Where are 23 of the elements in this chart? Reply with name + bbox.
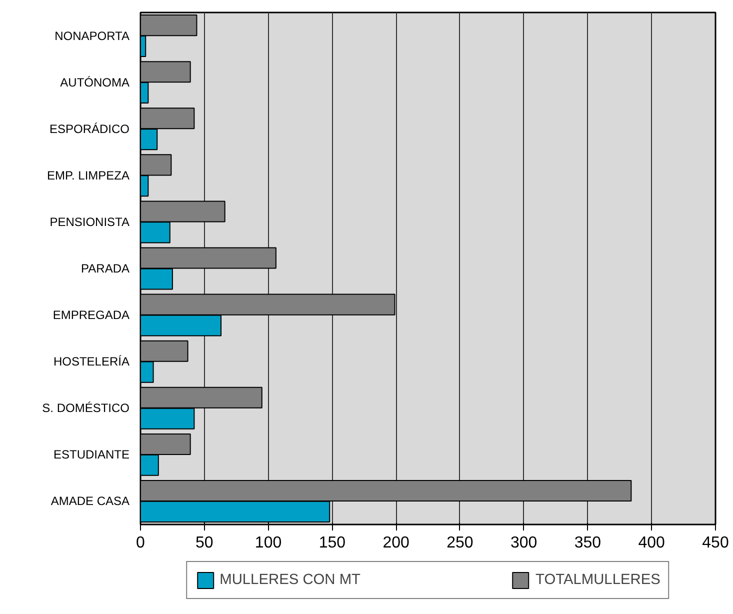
y-tick-label: HOSTELERÍA (53, 354, 130, 369)
x-tick-label: 50 (195, 534, 214, 552)
y-tick-label: S. DOMÉSTICO (42, 401, 130, 416)
y-tick-label: EMP. LIMPEZA (47, 168, 130, 182)
y-tick-label: AUTÓNOMA (60, 75, 130, 90)
x-tick-label: 350 (574, 534, 602, 552)
x-tick-label: 0 (136, 534, 146, 552)
x-tick-label: 250 (446, 534, 474, 552)
x-tick-label: 100 (254, 534, 282, 552)
y-tick-label: NONAPORTA (54, 28, 130, 43)
y-tick-label: PENSIONISTA (50, 214, 130, 229)
legend-label: TOTALMULLERES (536, 572, 660, 588)
y-tick-label: ESTUDIANTE (53, 448, 130, 462)
x-tick-label: 150 (318, 534, 346, 552)
y-tick-label: ESPORÁDICO (49, 122, 130, 136)
y-tick-label: AMADE CASA (50, 494, 130, 508)
y-tick-label: EMPREGADA (52, 308, 130, 322)
y-tick-label: PARADA (81, 262, 130, 276)
legend-label: MULLERES CON MT (220, 572, 360, 588)
x-tick-label: 400 (638, 534, 666, 552)
x-tick-label: 450 (702, 534, 729, 552)
x-tick-label: 300 (510, 534, 538, 552)
x-tick-label: 200 (382, 534, 410, 552)
